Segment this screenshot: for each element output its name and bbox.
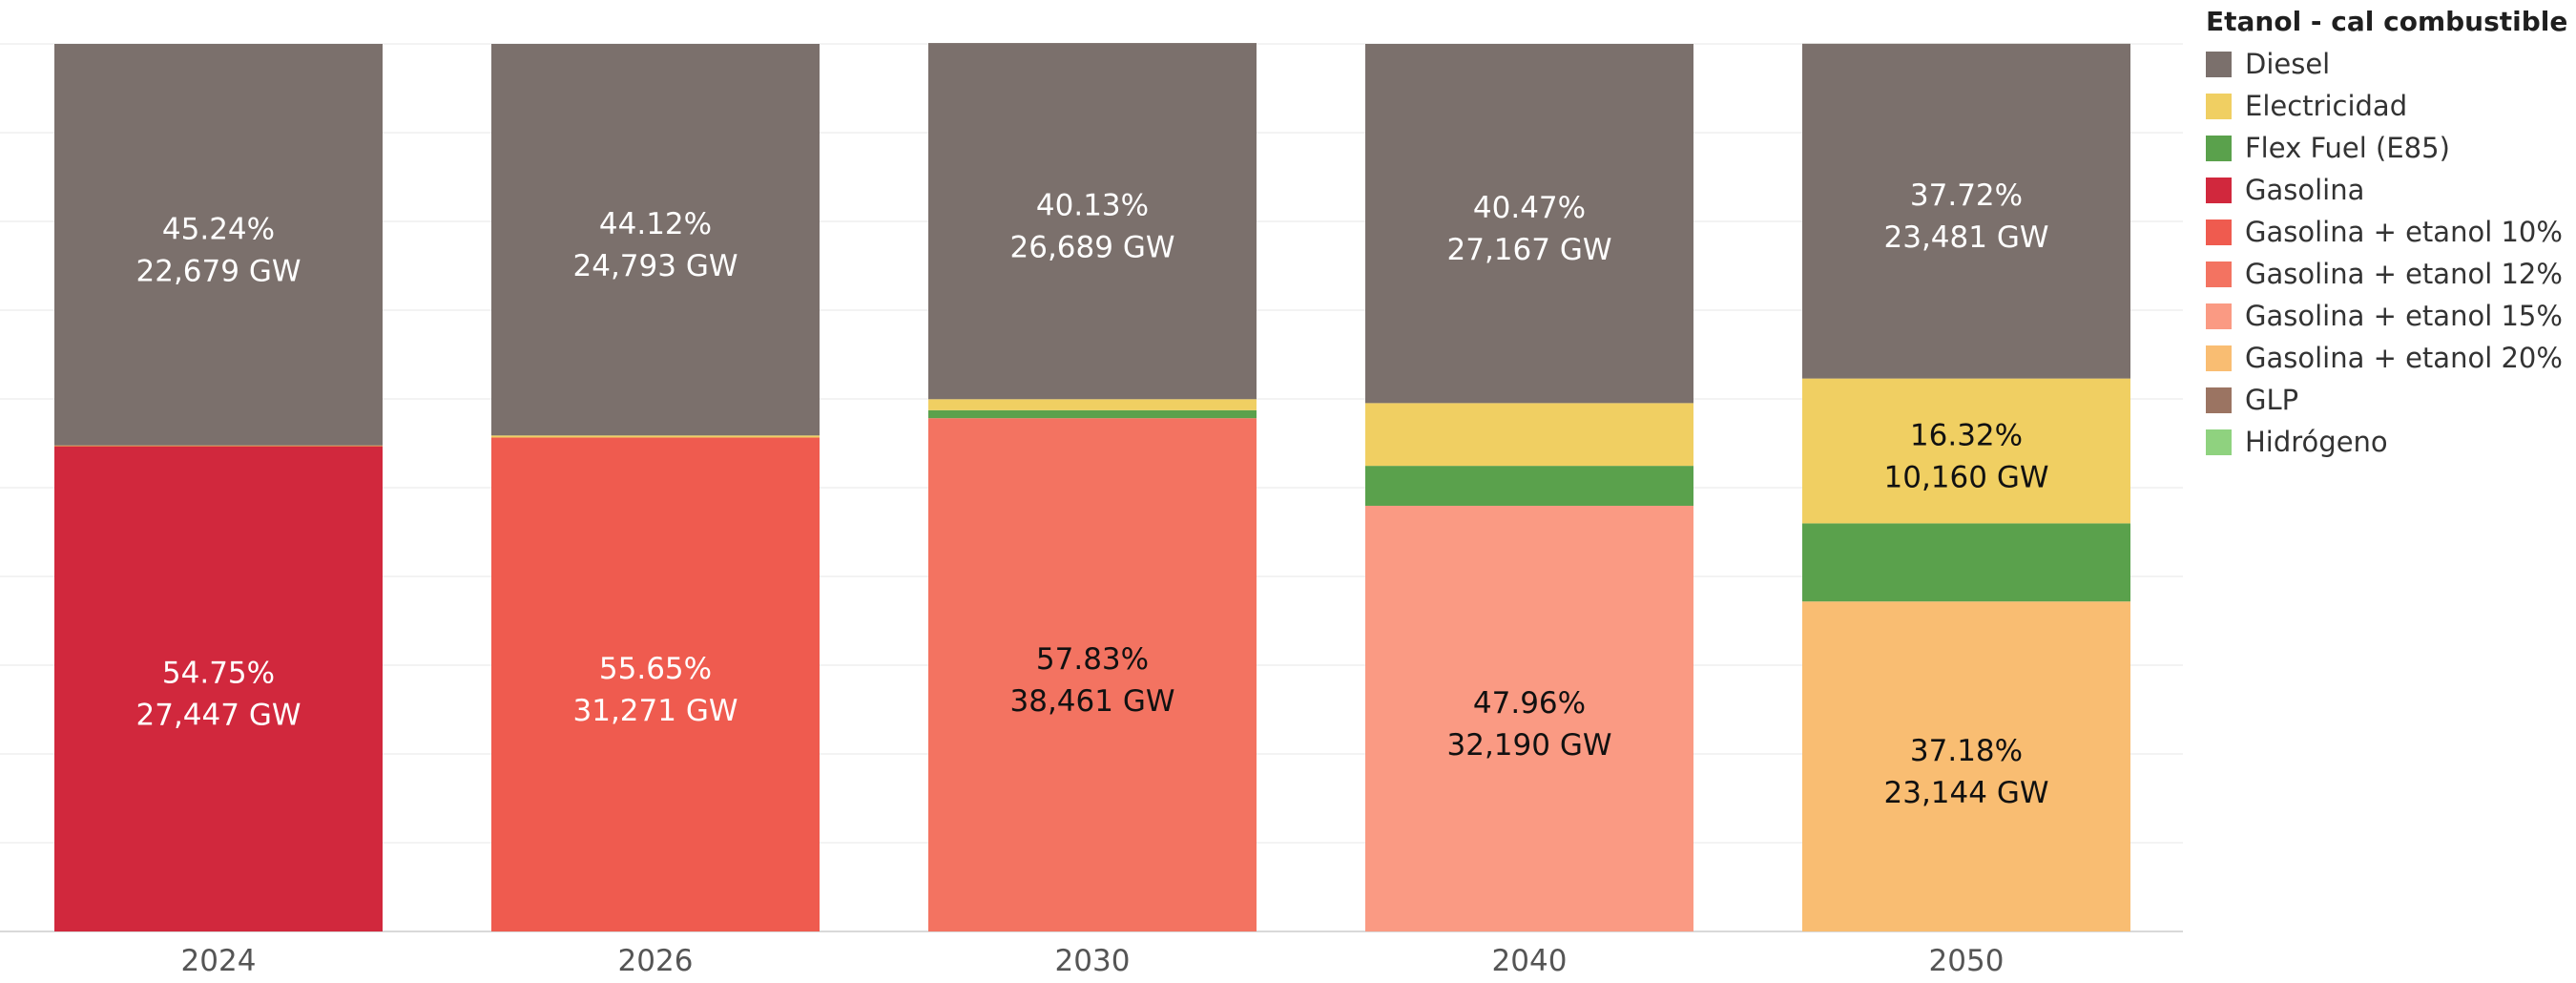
data-label-value: 27,167 GW [1447, 233, 1612, 267]
legend-swatch [2206, 303, 2232, 329]
legend-label: Gasolina + etanol 20% [2245, 342, 2563, 374]
legend-label: Diesel [2245, 48, 2331, 80]
legend-title: Etanol - cal combustible [2206, 6, 2568, 37]
legend: Etanol - cal combustible Diesel Electrici… [2206, 6, 2576, 463]
legend-swatch [2206, 177, 2232, 203]
legend-item[interactable]: GLP [2206, 379, 2576, 421]
bar-segment[interactable] [928, 409, 1257, 419]
x-tick-label: 2024 [181, 944, 257, 978]
x-tick-label: 2026 [618, 944, 694, 978]
legend-label: Flex Fuel (E85) [2245, 132, 2450, 164]
data-label-value: 31,271 GW [573, 694, 738, 728]
data-label-value: 27,447 GW [136, 698, 301, 732]
bar-segment[interactable] [1365, 505, 1693, 931]
legend-label: Gasolina [2245, 174, 2365, 206]
legend-swatch [2206, 135, 2232, 161]
bar-segment[interactable] [1365, 466, 1693, 506]
data-label-percent: 55.65% [599, 652, 712, 686]
data-label-percent: 40.13% [1036, 189, 1149, 223]
data-label-percent: 37.72% [1910, 178, 2023, 213]
bar-segment[interactable] [491, 435, 820, 438]
legend-swatch [2206, 261, 2232, 287]
legend-swatch [2206, 345, 2232, 371]
bar-segment[interactable] [54, 445, 383, 447]
legend-item[interactable]: Gasolina + etanol 12% [2206, 253, 2576, 295]
bar-segment[interactable] [1365, 403, 1693, 467]
data-label-value: 10,160 GW [1884, 460, 2049, 494]
stacked-bar-chart: 54.75% 27,447 GW 45.24% 22,679 GW 55.65% 31,2… [0, 43, 2183, 978]
bar-segment[interactable] [1802, 601, 2130, 931]
data-label-value: 38,461 GW [1010, 684, 1175, 719]
bar-segment[interactable] [1802, 43, 2130, 379]
data-label-percent: 45.24% [162, 212, 275, 246]
bar-segment[interactable] [1802, 523, 2130, 602]
data-label-percent: 47.96% [1473, 686, 1586, 721]
data-label-percent: 54.75% [162, 656, 275, 690]
x-axis: 2024 2026 2030 2040 2050 [181, 944, 2005, 978]
bar-2050[interactable] [1802, 43, 2130, 931]
bar-2030[interactable] [928, 43, 1257, 931]
legend-item[interactable]: Gasolina + etanol 20% [2206, 337, 2576, 379]
x-tick-label: 2030 [1055, 944, 1131, 978]
data-label-percent: 37.18% [1910, 734, 2023, 768]
bar-segment[interactable] [491, 437, 820, 932]
data-label-value: 32,190 GW [1447, 728, 1612, 763]
data-label-percent: 44.12% [599, 207, 712, 241]
data-label-percent: 16.32% [1910, 418, 2023, 452]
bar-2026[interactable] [491, 44, 820, 932]
legend-item[interactable]: Gasolina [2206, 169, 2576, 211]
legend-item[interactable]: Electricidad [2206, 85, 2576, 127]
legend-swatch [2206, 429, 2232, 455]
legend-items: Diesel Electricidad Flex Fuel (E85) Gasolin… [2206, 43, 2576, 463]
legend-swatch [2206, 219, 2232, 245]
bar-segment[interactable] [928, 43, 1257, 400]
bar-segment[interactable] [491, 44, 820, 436]
legend-swatch [2206, 387, 2232, 413]
legend-swatch [2206, 51, 2232, 77]
bar-segment[interactable] [54, 445, 383, 931]
bar-2040[interactable] [1365, 44, 1693, 931]
bars: 54.75% 27,447 GW 45.24% 22,679 GW 55.65% 31,2… [54, 43, 2130, 932]
data-label-value: 22,679 GW [136, 254, 301, 288]
bar-segment[interactable] [928, 399, 1257, 410]
legend-label: Gasolina + etanol 12% [2245, 258, 2563, 290]
legend-item[interactable]: Flex Fuel (E85) [2206, 127, 2576, 169]
x-tick-label: 2050 [1929, 944, 2005, 978]
data-label-value: 23,481 GW [1884, 220, 2049, 255]
data-label-percent: 40.47% [1473, 191, 1586, 225]
legend-label: Gasolina + etanol 15% [2245, 300, 2563, 332]
legend-label: Hidrógeno [2245, 426, 2388, 458]
legend-label: GLP [2245, 384, 2299, 416]
bar-2024[interactable] [54, 44, 383, 931]
data-label-value: 24,793 GW [573, 249, 738, 283]
data-label-value: 26,689 GW [1010, 231, 1175, 265]
bar-segment[interactable] [928, 418, 1257, 931]
legend-item[interactable]: Diesel [2206, 43, 2576, 85]
bar-segment[interactable] [54, 44, 383, 446]
bar-segment[interactable] [1802, 378, 2130, 524]
legend-swatch [2206, 93, 2232, 119]
legend-label: Electricidad [2245, 90, 2408, 122]
bar-segment[interactable] [1365, 44, 1693, 404]
x-tick-label: 2040 [1492, 944, 1568, 978]
data-label-percent: 57.83% [1036, 642, 1149, 677]
legend-label: Gasolina + etanol 10% [2245, 216, 2563, 248]
segment-labels: 54.75% 27,447 GW 45.24% 22,679 GW 55.65% 31,2… [136, 178, 2049, 810]
legend-item[interactable]: Gasolina + etanol 10% [2206, 211, 2576, 253]
legend-item[interactable]: Gasolina + etanol 15% [2206, 295, 2576, 337]
data-label-value: 23,144 GW [1884, 776, 2049, 810]
legend-item[interactable]: Hidrógeno [2206, 421, 2576, 463]
